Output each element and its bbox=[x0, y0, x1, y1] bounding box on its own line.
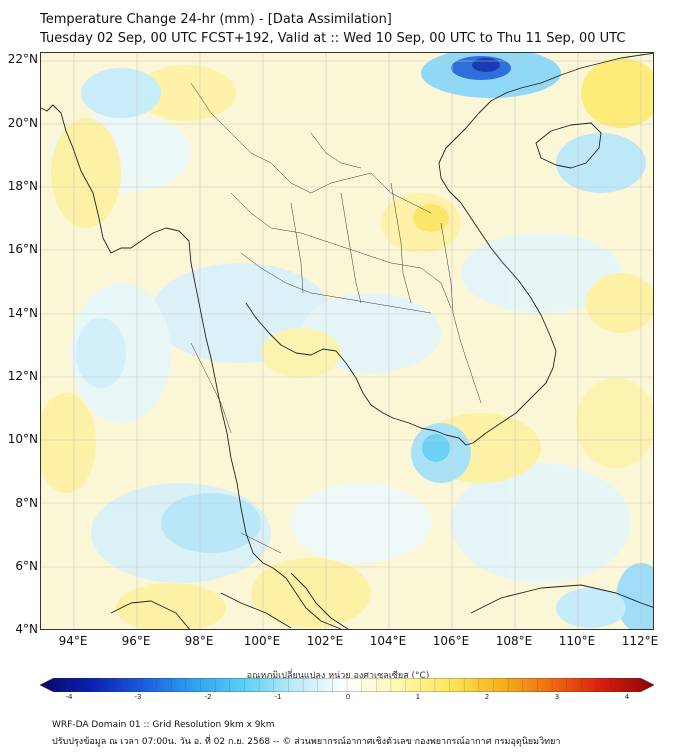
lon-label-100e: 100°E bbox=[243, 634, 281, 648]
lat-label-14n: 14°N bbox=[7, 306, 38, 320]
lon-label-96e: 96°E bbox=[121, 634, 151, 648]
lat-label-18n: 18°N bbox=[7, 179, 38, 193]
lat-label-4n: 4°N bbox=[15, 622, 38, 636]
lat-label-8n: 8°N bbox=[15, 496, 38, 510]
lon-label-104e: 104°E bbox=[369, 634, 407, 648]
colorbar-tick: 3 bbox=[554, 693, 560, 701]
lon-label-94e: 94°E bbox=[58, 634, 88, 648]
colorbar-tick: -4 bbox=[65, 693, 73, 701]
map-title: Temperature Change 24-hr (mm) - [Data As… bbox=[40, 12, 392, 27]
map-subtitle: Tuesday 02 Sep, 00 UTC FCST+192, Valid a… bbox=[40, 31, 626, 46]
lat-label-6n: 6°N bbox=[15, 559, 38, 573]
colorbar-tick: 4 bbox=[624, 693, 630, 701]
lat-label-20n: 20°N bbox=[7, 116, 38, 130]
update-credit: ปรับปรุงข้อมูล ณ เวลา 07:00น. วัน อ. ที่… bbox=[52, 737, 561, 747]
lat-label-22n: 22°N bbox=[7, 52, 38, 66]
colorbar-tick: 2 bbox=[484, 693, 490, 701]
lon-label-98e: 98°E bbox=[184, 634, 214, 648]
colorbar-tick: 1 bbox=[415, 693, 421, 701]
lat-label-16n: 16°N bbox=[7, 242, 38, 256]
lon-label-106e: 106°E bbox=[432, 634, 470, 648]
map-panel bbox=[40, 52, 654, 630]
colorbar-tick: -2 bbox=[204, 693, 212, 701]
colorbar bbox=[40, 678, 654, 692]
lat-label-10n: 10°N bbox=[7, 432, 38, 446]
colorbar-tick: 0 bbox=[345, 693, 351, 701]
lon-label-110e: 110°E bbox=[558, 634, 596, 648]
model-info: WRF-DA Domain 01 :: Grid Resolution 9km … bbox=[52, 720, 275, 730]
lat-label-12n: 12°N bbox=[7, 369, 38, 383]
colorbar-tick: -1 bbox=[274, 693, 282, 701]
colorbar-tick: -3 bbox=[134, 693, 142, 701]
temperature-change-map bbox=[41, 53, 653, 629]
colorbar-title: อุณหภูมิเปลี่ยนแปลง หน่วย องศาเซลเซียส (… bbox=[246, 671, 430, 681]
lon-label-102e: 102°E bbox=[306, 634, 344, 648]
lon-label-112e: 112°E bbox=[621, 634, 659, 648]
lon-label-108e: 108°E bbox=[495, 634, 533, 648]
